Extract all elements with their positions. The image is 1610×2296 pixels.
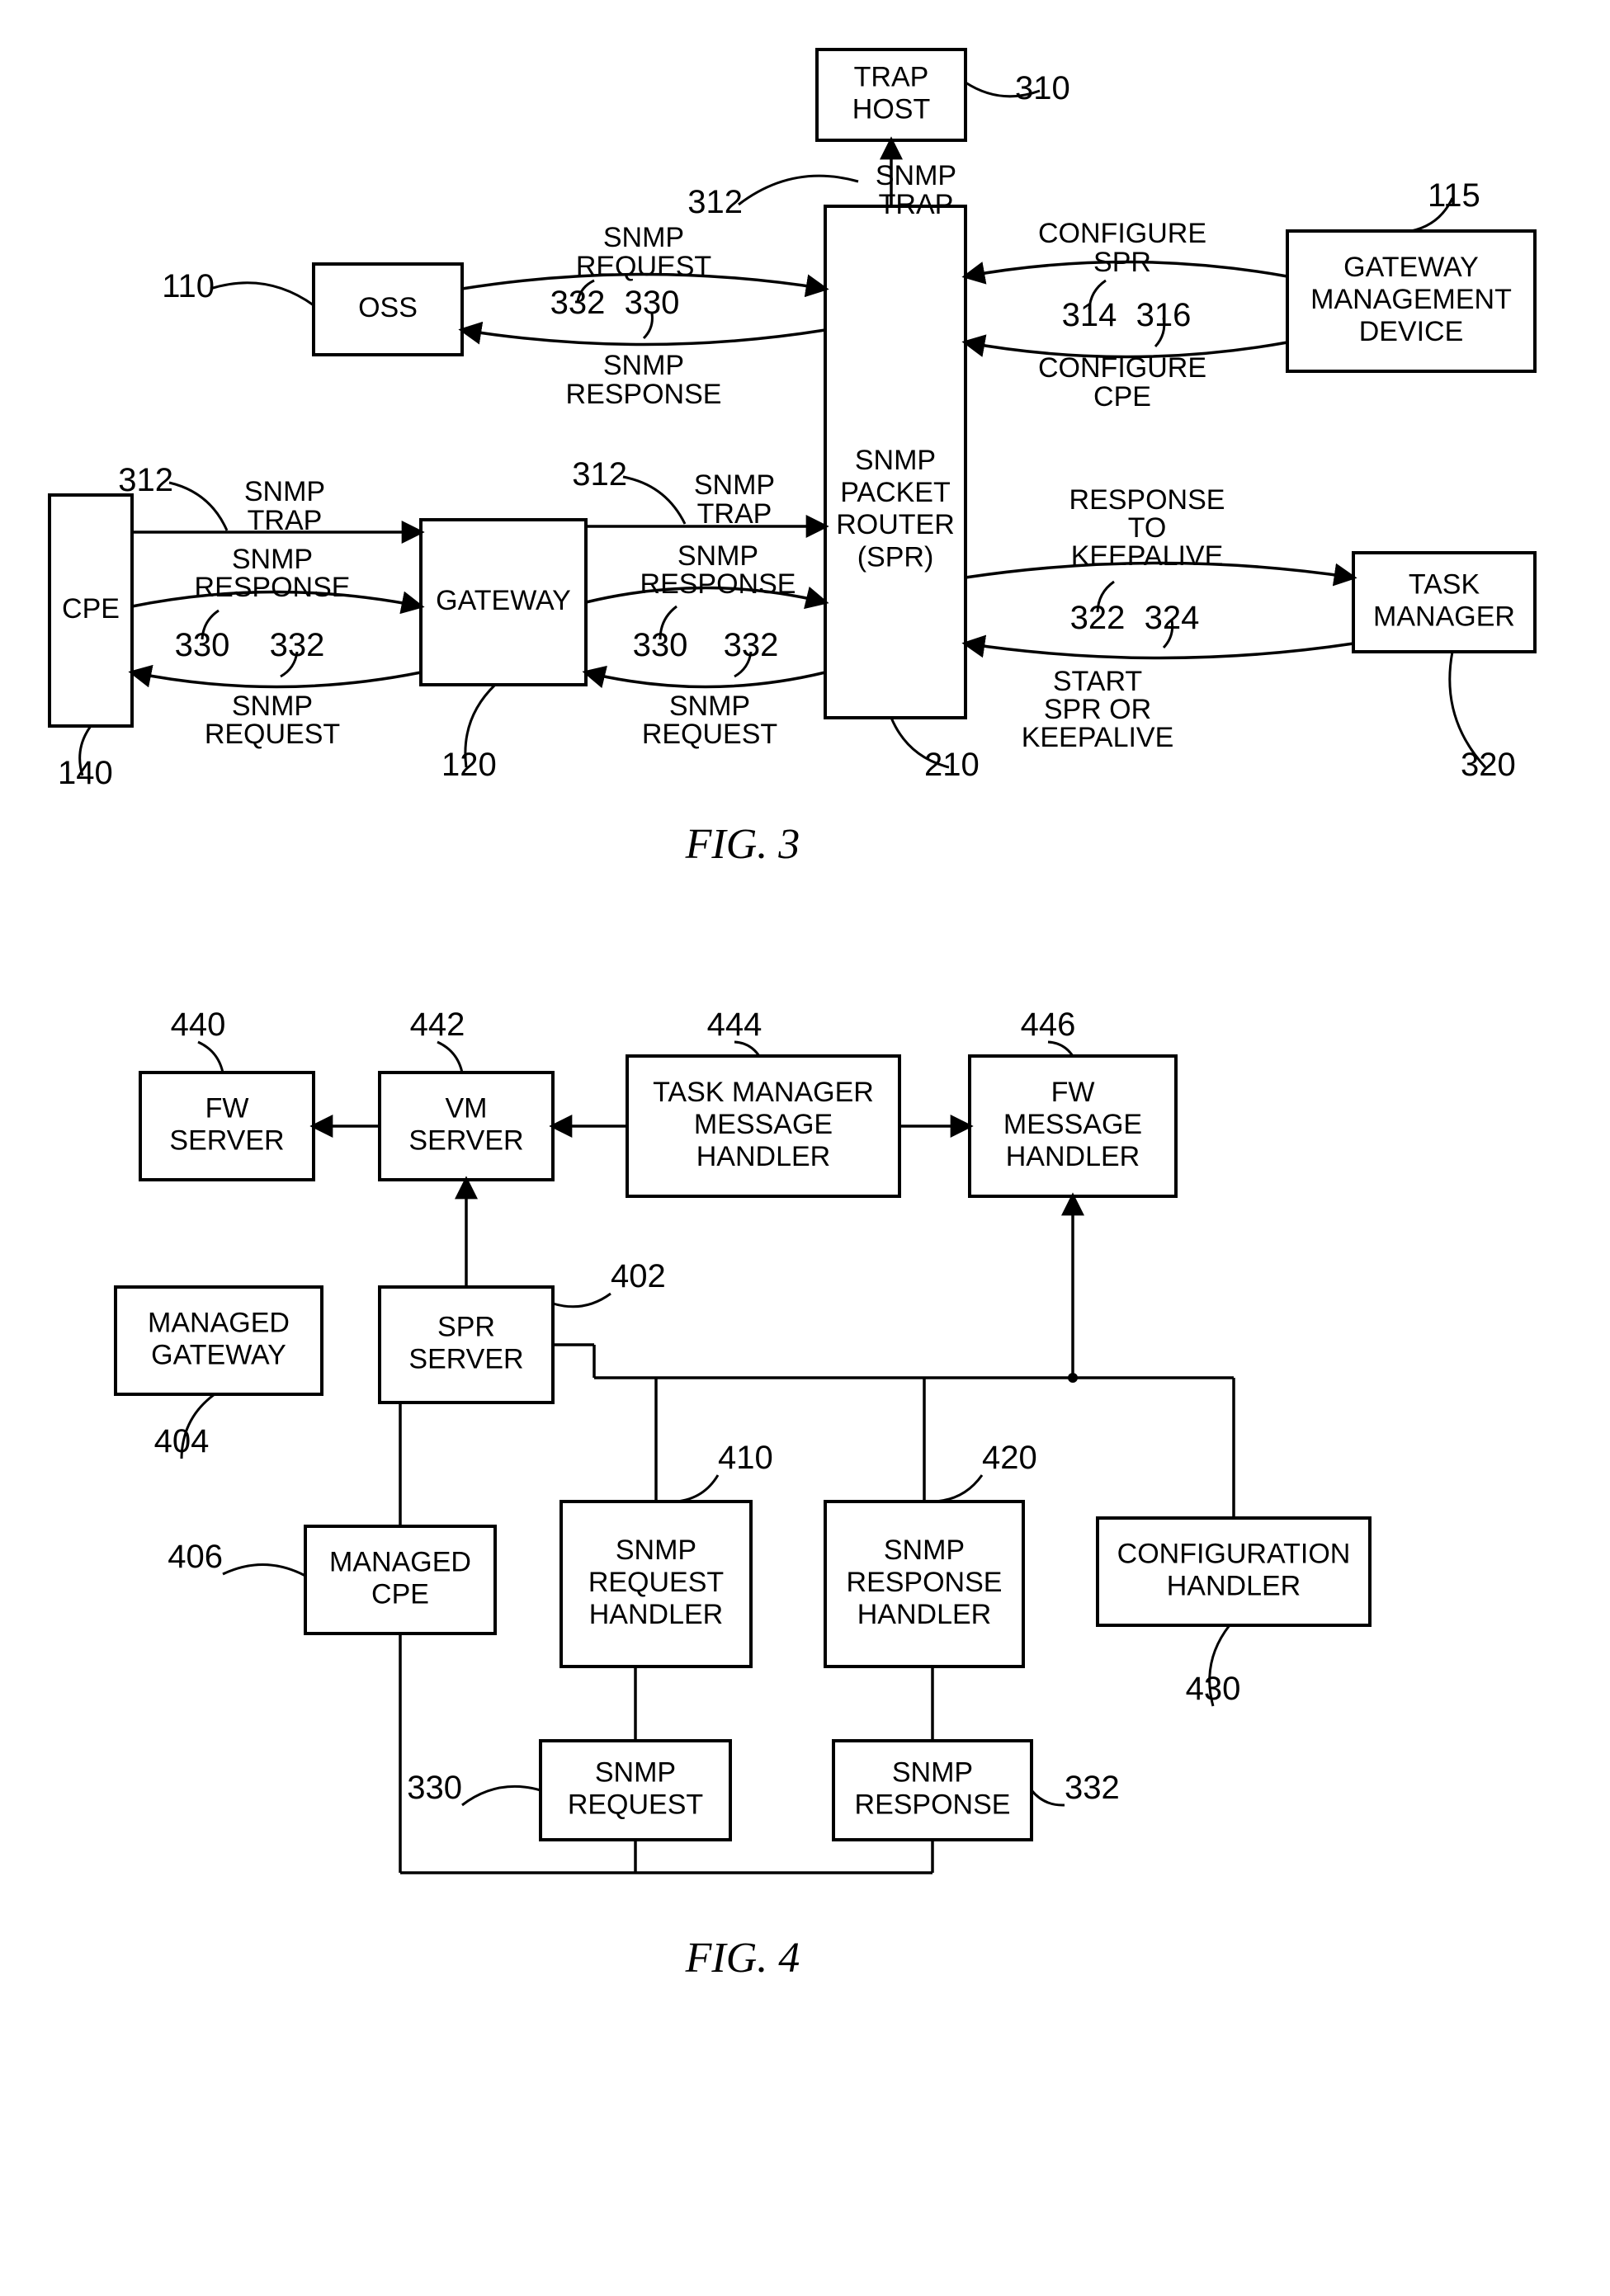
svg-text:SNMP: SNMP [244, 476, 325, 507]
svg-text:HANDLER: HANDLER [589, 1599, 723, 1630]
svg-text:MANAGER: MANAGER [1373, 601, 1515, 633]
svg-text:CPE: CPE [371, 1579, 429, 1610]
svg-text:TRAP: TRAP [697, 498, 772, 530]
svg-text:MESSAGE: MESSAGE [694, 1109, 833, 1140]
svg-text:SNMP: SNMP [892, 1756, 973, 1788]
svg-text:140: 140 [58, 755, 113, 791]
svg-text:VM: VM [446, 1092, 488, 1124]
svg-text:SNMP: SNMP [232, 691, 313, 722]
svg-text:332: 332 [550, 285, 606, 321]
svg-text:320: 320 [1461, 747, 1516, 783]
svg-text:444: 444 [707, 1007, 763, 1043]
svg-text:330: 330 [407, 1770, 462, 1806]
svg-text:312: 312 [118, 462, 173, 498]
svg-text:332: 332 [1065, 1770, 1120, 1806]
svg-text:TRAP: TRAP [854, 61, 929, 92]
svg-text:HANDLER: HANDLER [1167, 1571, 1301, 1602]
svg-text:FW: FW [1051, 1077, 1095, 1108]
svg-text:420: 420 [982, 1440, 1037, 1476]
svg-text:442: 442 [410, 1007, 465, 1043]
svg-text:TASK: TASK [1409, 568, 1480, 600]
svg-text:CONFIGURE: CONFIGURE [1038, 218, 1206, 249]
svg-text:SNMP: SNMP [603, 350, 684, 381]
svg-text:TRAP: TRAP [248, 505, 323, 536]
svg-text:310: 310 [1015, 70, 1070, 106]
svg-text:312: 312 [687, 184, 743, 220]
svg-text:MANAGED: MANAGED [148, 1307, 290, 1338]
svg-text:210: 210 [924, 747, 980, 783]
svg-text:SNMP: SNMP [855, 445, 936, 476]
svg-text:GATEWAY: GATEWAY [1343, 252, 1479, 283]
svg-text:115: 115 [1428, 177, 1480, 214]
svg-text:(SPR): (SPR) [857, 541, 934, 573]
svg-text:GATEWAY: GATEWAY [151, 1340, 286, 1371]
svg-text:SERVER: SERVER [408, 1344, 523, 1375]
svg-text:START: START [1053, 666, 1142, 697]
svg-text:SERVER: SERVER [169, 1125, 284, 1157]
svg-text:TO: TO [1128, 512, 1167, 544]
svg-text:SNMP: SNMP [694, 469, 775, 501]
svg-text:RESPONSE: RESPONSE [855, 1789, 1011, 1821]
svg-text:FW: FW [205, 1092, 249, 1124]
svg-text:110: 110 [162, 268, 215, 304]
svg-text:TRAP: TRAP [879, 189, 954, 220]
svg-text:SPR: SPR [437, 1311, 495, 1342]
svg-text:SPR OR: SPR OR [1044, 694, 1151, 725]
svg-text:FIG. 4: FIG. 4 [685, 1935, 800, 1982]
figure-4: FWSERVERVMSERVERTASK MANAGERMESSAGEHANDL… [116, 1007, 1370, 1982]
svg-text:TASK MANAGER: TASK MANAGER [653, 1077, 874, 1108]
svg-text:KEEPALIVE: KEEPALIVE [1071, 540, 1224, 572]
svg-text:SNMP: SNMP [595, 1756, 676, 1788]
svg-text:SNMP: SNMP [669, 691, 750, 722]
svg-text:SNMP: SNMP [603, 222, 684, 253]
svg-text:406: 406 [168, 1539, 223, 1575]
svg-text:SNMP: SNMP [876, 160, 956, 191]
svg-text:MESSAGE: MESSAGE [1003, 1109, 1142, 1140]
svg-text:CPE: CPE [62, 593, 120, 625]
svg-text:SNMP: SNMP [678, 540, 758, 572]
svg-text:DEVICE: DEVICE [1359, 316, 1464, 347]
svg-text:446: 446 [1021, 1007, 1076, 1043]
svg-text:410: 410 [718, 1440, 773, 1476]
svg-text:FIG. 3: FIG. 3 [685, 821, 800, 868]
svg-text:SNMP: SNMP [616, 1535, 696, 1566]
svg-text:120: 120 [441, 747, 497, 783]
svg-text:CPE: CPE [1093, 381, 1151, 413]
svg-text:REQUEST: REQUEST [588, 1567, 724, 1598]
svg-text:RESPONSE: RESPONSE [195, 572, 351, 603]
svg-text:RESPONSE: RESPONSE [640, 568, 796, 600]
svg-text:402: 402 [611, 1258, 666, 1294]
svg-text:GATEWAY: GATEWAY [436, 585, 571, 616]
svg-text:REQUEST: REQUEST [568, 1789, 703, 1821]
svg-text:RESPONSE: RESPONSE [1069, 484, 1225, 516]
svg-text:MANAGEMENT: MANAGEMENT [1310, 284, 1512, 315]
svg-text:SNMP: SNMP [884, 1535, 965, 1566]
svg-text:SERVER: SERVER [408, 1125, 523, 1157]
svg-text:312: 312 [572, 456, 627, 493]
svg-text:HANDLER: HANDLER [857, 1599, 991, 1630]
svg-text:SPR: SPR [1093, 247, 1151, 278]
svg-text:440: 440 [171, 1007, 226, 1043]
svg-text:REQUEST: REQUEST [576, 251, 711, 282]
svg-text:SNMP: SNMP [232, 544, 313, 575]
svg-text:REQUEST: REQUEST [205, 719, 340, 750]
svg-text:RESPONSE: RESPONSE [566, 379, 722, 410]
svg-text:HANDLER: HANDLER [696, 1141, 830, 1172]
svg-text:HOST: HOST [852, 94, 930, 125]
svg-text:REQUEST: REQUEST [642, 719, 777, 750]
svg-text:ROUTER: ROUTER [836, 509, 955, 540]
svg-text:PACKET: PACKET [840, 477, 951, 508]
figure-3: TRAPHOSTOSSGATEWAYMANAGEMENTDEVICESNMPPA… [50, 50, 1535, 868]
svg-text:CONFIGURATION: CONFIGURATION [1117, 1538, 1351, 1569]
svg-text:KEEPALIVE: KEEPALIVE [1022, 722, 1174, 753]
svg-text:OSS: OSS [358, 292, 418, 323]
svg-text:HANDLER: HANDLER [1006, 1141, 1140, 1172]
svg-text:MANAGED: MANAGED [329, 1546, 471, 1577]
svg-text:CONFIGURE: CONFIGURE [1038, 352, 1206, 384]
svg-text:RESPONSE: RESPONSE [847, 1567, 1003, 1598]
